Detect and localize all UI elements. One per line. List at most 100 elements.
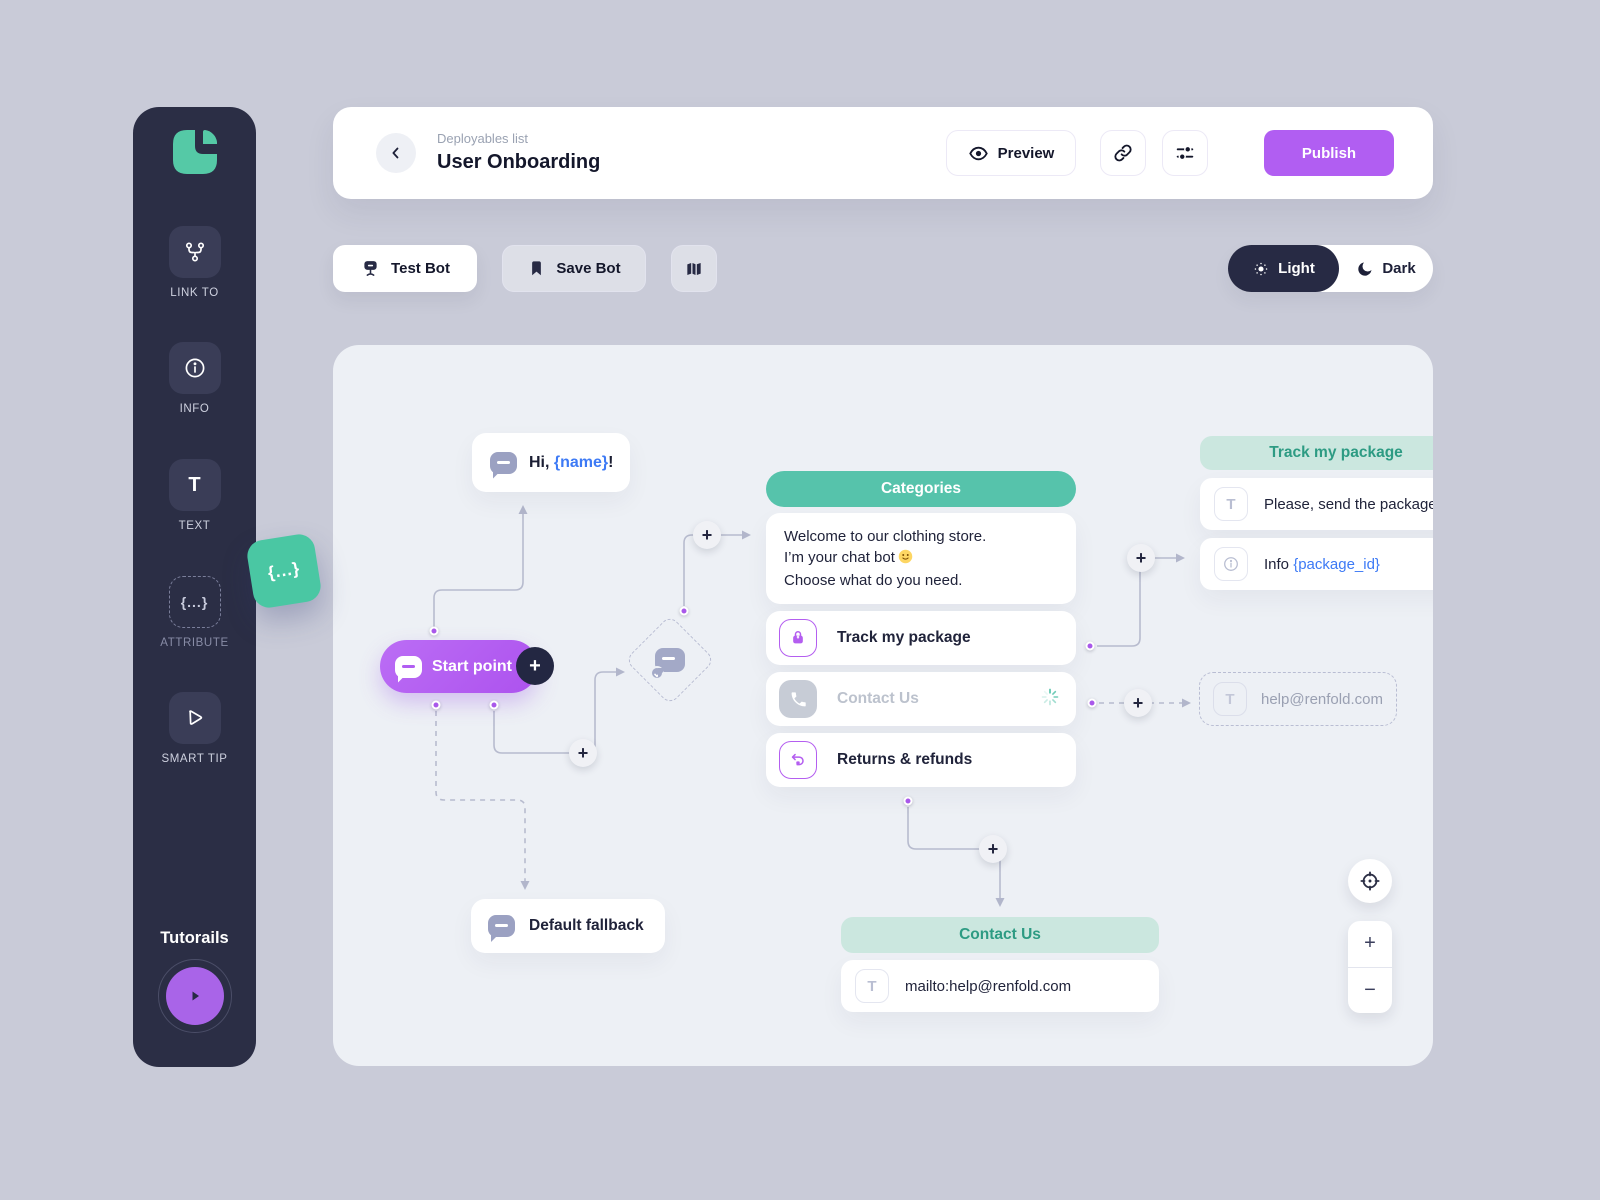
node-hi-message[interactable]: Hi, {name}! [472,433,630,492]
theme-dark-option[interactable]: Dark [1339,245,1433,292]
app-logo[interactable] [133,130,256,174]
option-label: Track my package [837,629,971,646]
node-condition-diamond[interactable] [624,614,716,706]
zoom-in-button[interactable]: + [1348,921,1392,968]
track-row-info[interactable]: Info {package_id} [1200,538,1433,590]
node-categories[interactable]: Categories Welcome to our clothing store… [766,471,1076,787]
test-bot-button[interactable]: Test Bot [333,245,477,292]
text-icon: T [168,459,221,511]
add-step-button[interactable]: + [1124,689,1152,717]
info-block-icon [1214,547,1248,581]
port-dot[interactable] [429,626,439,636]
smile-emoji [898,549,913,570]
sidebar-item-label: INFO [179,403,210,415]
option-returns-refunds[interactable]: Returns & refunds [766,733,1076,787]
track-row-text[interactable]: T Please, send the package [1200,478,1433,530]
variable-chip: {package_id} [1293,555,1380,573]
dragged-attribute-tile[interactable]: {...} [245,532,323,610]
option-track-my-package[interactable]: Track my package [766,611,1076,665]
sun-icon [1254,262,1268,275]
publish-button[interactable]: Publish [1264,130,1394,176]
node-email-placeholder[interactable]: T help@renfold.com [1199,672,1397,726]
categories-header[interactable]: Categories [766,471,1076,507]
flow-canvas[interactable]: + + + + + Hi, {name}! Start point + [333,345,1433,1066]
bag-icon [779,619,817,657]
play-icon [165,967,224,1025]
link-icon [1114,144,1132,162]
option-contact-us[interactable]: Contact Us [766,672,1076,726]
sidebar-item-label: ATTRIBUTE [160,637,229,649]
sidebar-item-label: LINK TO [170,287,219,299]
start-add-button[interactable]: + [516,647,554,685]
phone-icon [779,680,817,718]
categories-message[interactable]: Welcome to our clothing store. I’m your … [766,513,1076,604]
contact-header[interactable]: Contact Us [841,917,1159,953]
save-bot-button[interactable]: Save Bot [502,245,646,292]
save-bot-label: Save Bot [556,260,621,277]
test-bot-label: Test Bot [391,260,450,277]
light-label: Light [1278,260,1315,277]
option-label: Returns & refunds [837,751,973,768]
port-dot[interactable] [679,606,689,616]
add-step-button[interactable]: + [693,521,721,549]
start-point-label: Start point [432,657,512,675]
add-step-button[interactable]: + [569,739,597,767]
minimap-button[interactable] [671,245,717,292]
sidebar-item-smart-tip[interactable]: SMART TIP [133,692,256,765]
chat-bubble-icon [490,451,517,474]
row-text: mailto:help@renfold.com [905,977,1072,995]
logo-icon [172,130,217,174]
row-text: Please, send the package [1264,495,1433,513]
sidebar-item-attribute[interactable]: {...} ATTRIBUTE [133,576,256,649]
port-dot[interactable] [903,796,913,806]
target-icon [1360,871,1380,891]
attribute-icon: {...} [168,576,221,628]
add-step-button[interactable]: + [979,835,1007,863]
copy-link-button[interactable] [1100,130,1146,176]
sidebar-item-text[interactable]: T TEXT [133,459,256,532]
moon-icon [1358,262,1372,276]
chevron-left-icon [392,147,399,159]
breadcrumb[interactable]: Deployables list [437,131,529,146]
placeholder-text: help@renfold.com [1261,690,1383,708]
zoom-out-button[interactable]: − [1364,978,1376,1001]
port-dot[interactable] [1087,698,1097,708]
port-dot[interactable] [489,700,499,710]
sidebar-item-link-to[interactable]: LINK TO [133,226,256,299]
map-icon [687,262,701,275]
link-to-icon [168,226,221,278]
tutorials-play-button[interactable] [157,959,232,1033]
variable-chip: {name} [553,453,609,471]
add-step-button[interactable]: + [1127,544,1155,572]
eye-icon [968,146,988,160]
theme-light-option[interactable]: Light [1228,245,1339,292]
text-block-icon: T [1213,682,1247,716]
loading-spinner-icon [1040,687,1060,712]
contact-row-mailto[interactable]: T mailto:help@renfold.com [841,960,1159,1012]
sliders-icon [1176,145,1194,161]
header: Deployables list User Onboarding Preview [333,107,1433,199]
preview-button[interactable]: Preview [946,130,1076,176]
chat-stand-icon [364,261,377,276]
sidebar-item-label: SMART TIP [161,753,228,765]
chat-bubble-icon [395,655,422,678]
sidebar-item-info[interactable]: INFO [133,342,256,415]
sidebar: LINK TO INFO T TEXT {...} ATTRIBUTE [133,107,256,1067]
port-dot[interactable] [1085,641,1095,651]
dark-label: Dark [1382,260,1416,277]
node-contact-us[interactable]: Contact Us T mailto:help@renfold.com [841,917,1159,1012]
sidebar-item-label: TEXT [178,520,211,532]
node-start-point[interactable]: Start point + [380,640,554,693]
zoom-controls: + − [1348,921,1392,1013]
page-title: User Onboarding [437,151,601,173]
node-default-fallback[interactable]: Default fallback [471,899,665,953]
back-button[interactable] [376,133,416,173]
recenter-button[interactable] [1348,859,1392,903]
track-header[interactable]: Track my package [1200,436,1433,470]
node-track-my-package[interactable]: Track my package T Please, send the pack… [1200,436,1433,590]
settings-button[interactable] [1162,130,1208,176]
smart-tip-icon [168,692,221,744]
port-dot[interactable] [431,700,441,710]
chat-check-icon [650,648,685,680]
